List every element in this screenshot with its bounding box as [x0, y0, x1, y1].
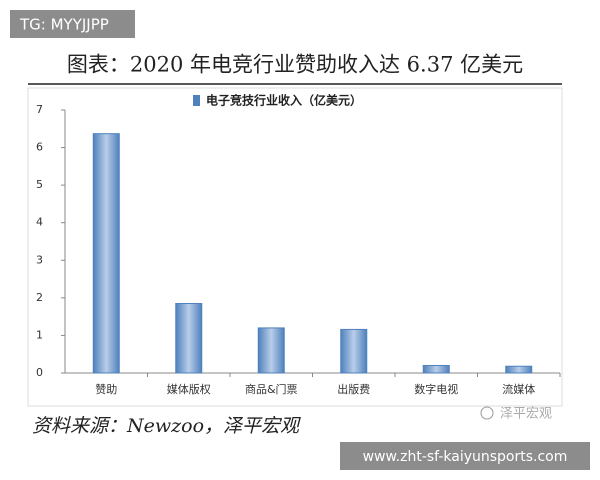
x-tick-label: 媒体版权 — [167, 382, 211, 396]
badge: TG: MYYJJPP — [19, 16, 109, 34]
watermark-icon — [480, 406, 494, 420]
y-tick-label: 6 — [36, 141, 43, 154]
legend-swatch — [193, 95, 200, 106]
bar — [340, 328, 368, 374]
y-tick-label: 1 — [36, 328, 43, 341]
badge-box — [10, 10, 135, 38]
bar — [422, 364, 450, 374]
x-tick-label: 商品&门票 — [245, 382, 298, 396]
x-tick-label: 流媒体 — [502, 382, 535, 396]
x-tick-label: 数字电视 — [414, 382, 458, 396]
watermark: 泽平宏观 — [500, 407, 552, 422]
y-tick-label: 0 — [36, 366, 43, 379]
chart-frame — [27, 87, 563, 407]
bar — [175, 302, 203, 374]
banner-box — [340, 442, 590, 470]
chart-title: 图表：2020 年电竞行业赞助收入达 6.37 亿美元 — [67, 53, 523, 77]
x-tick-label: 出版费 — [337, 382, 370, 396]
bar — [257, 327, 285, 374]
bar — [505, 365, 533, 374]
y-tick-label: 5 — [36, 178, 43, 191]
bar — [92, 133, 120, 374]
banner: www.zht-sf-kaiyunsports.com — [363, 449, 568, 465]
y-tick-label: 2 — [36, 291, 43, 304]
y-tick-label: 3 — [36, 253, 43, 266]
legend-label: 电子竞技行业收入（亿美元） — [206, 93, 362, 108]
x-tick-label: 赞助 — [95, 382, 117, 396]
y-tick-label: 7 — [36, 103, 43, 116]
source: 资料来源：Newzoo，泽平宏观 — [32, 415, 301, 437]
y-tick-label: 4 — [36, 216, 43, 229]
